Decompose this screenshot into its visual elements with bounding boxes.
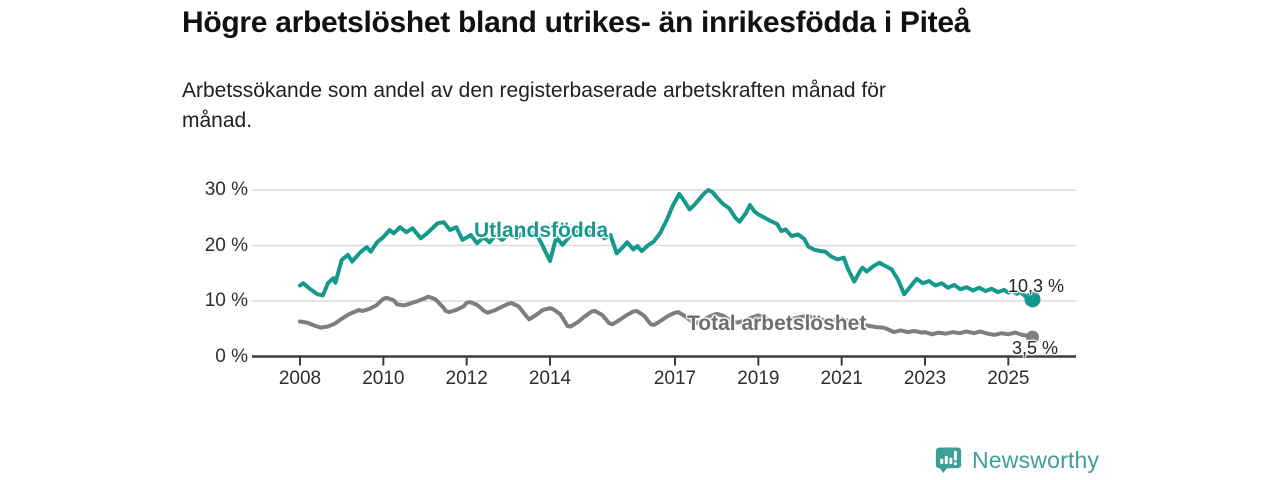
series-end-dot [1026, 330, 1040, 344]
x-axis-tick-label: 2017 [653, 368, 697, 389]
series-line-total [298, 294, 1035, 340]
y-axis-tick-label: 30 % [204, 179, 248, 200]
x-axis-tick-label: 2010 [362, 368, 405, 389]
newsworthy-logo-text: Newsworthy [972, 447, 1100, 473]
x-axis-tick-label: 2023 [903, 368, 947, 389]
x-axis-tick-label: 2025 [987, 368, 1030, 389]
x-axis-tick-label: 2014 [528, 368, 572, 389]
newsworthy-icon [935, 447, 962, 474]
x-axis-tick-label: 2021 [820, 368, 863, 389]
x-axis-tick-label: 2008 [278, 368, 322, 389]
series-end-dot [1024, 291, 1041, 308]
end-value-label-utlandsfodda: 10,3 % [1008, 276, 1065, 296]
series-label-utlandsfodda: Utlandsfödda [474, 219, 609, 242]
chart-subtitle: Arbetssökande som andel av den registerb… [182, 79, 886, 132]
x-axis-tick-label: 2019 [737, 368, 780, 389]
y-axis-tick-label: 0 % [215, 345, 248, 367]
series-line-utlandsfodda [298, 188, 1035, 302]
page-title: Högre arbetslöshet bland utrikes- än inr… [182, 6, 971, 39]
x-axis-tick-label: 2012 [445, 368, 488, 389]
end-value-label-total: 3,5 % [1012, 338, 1059, 358]
series-label-total-arbetsloshet: Total arbetslöshet [687, 312, 867, 335]
y-axis-tick-label: 20 % [204, 234, 248, 256]
newsworthy-logo: Newsworthy [934, 446, 1099, 475]
y-axis-tick-label: 10 % [204, 290, 248, 311]
